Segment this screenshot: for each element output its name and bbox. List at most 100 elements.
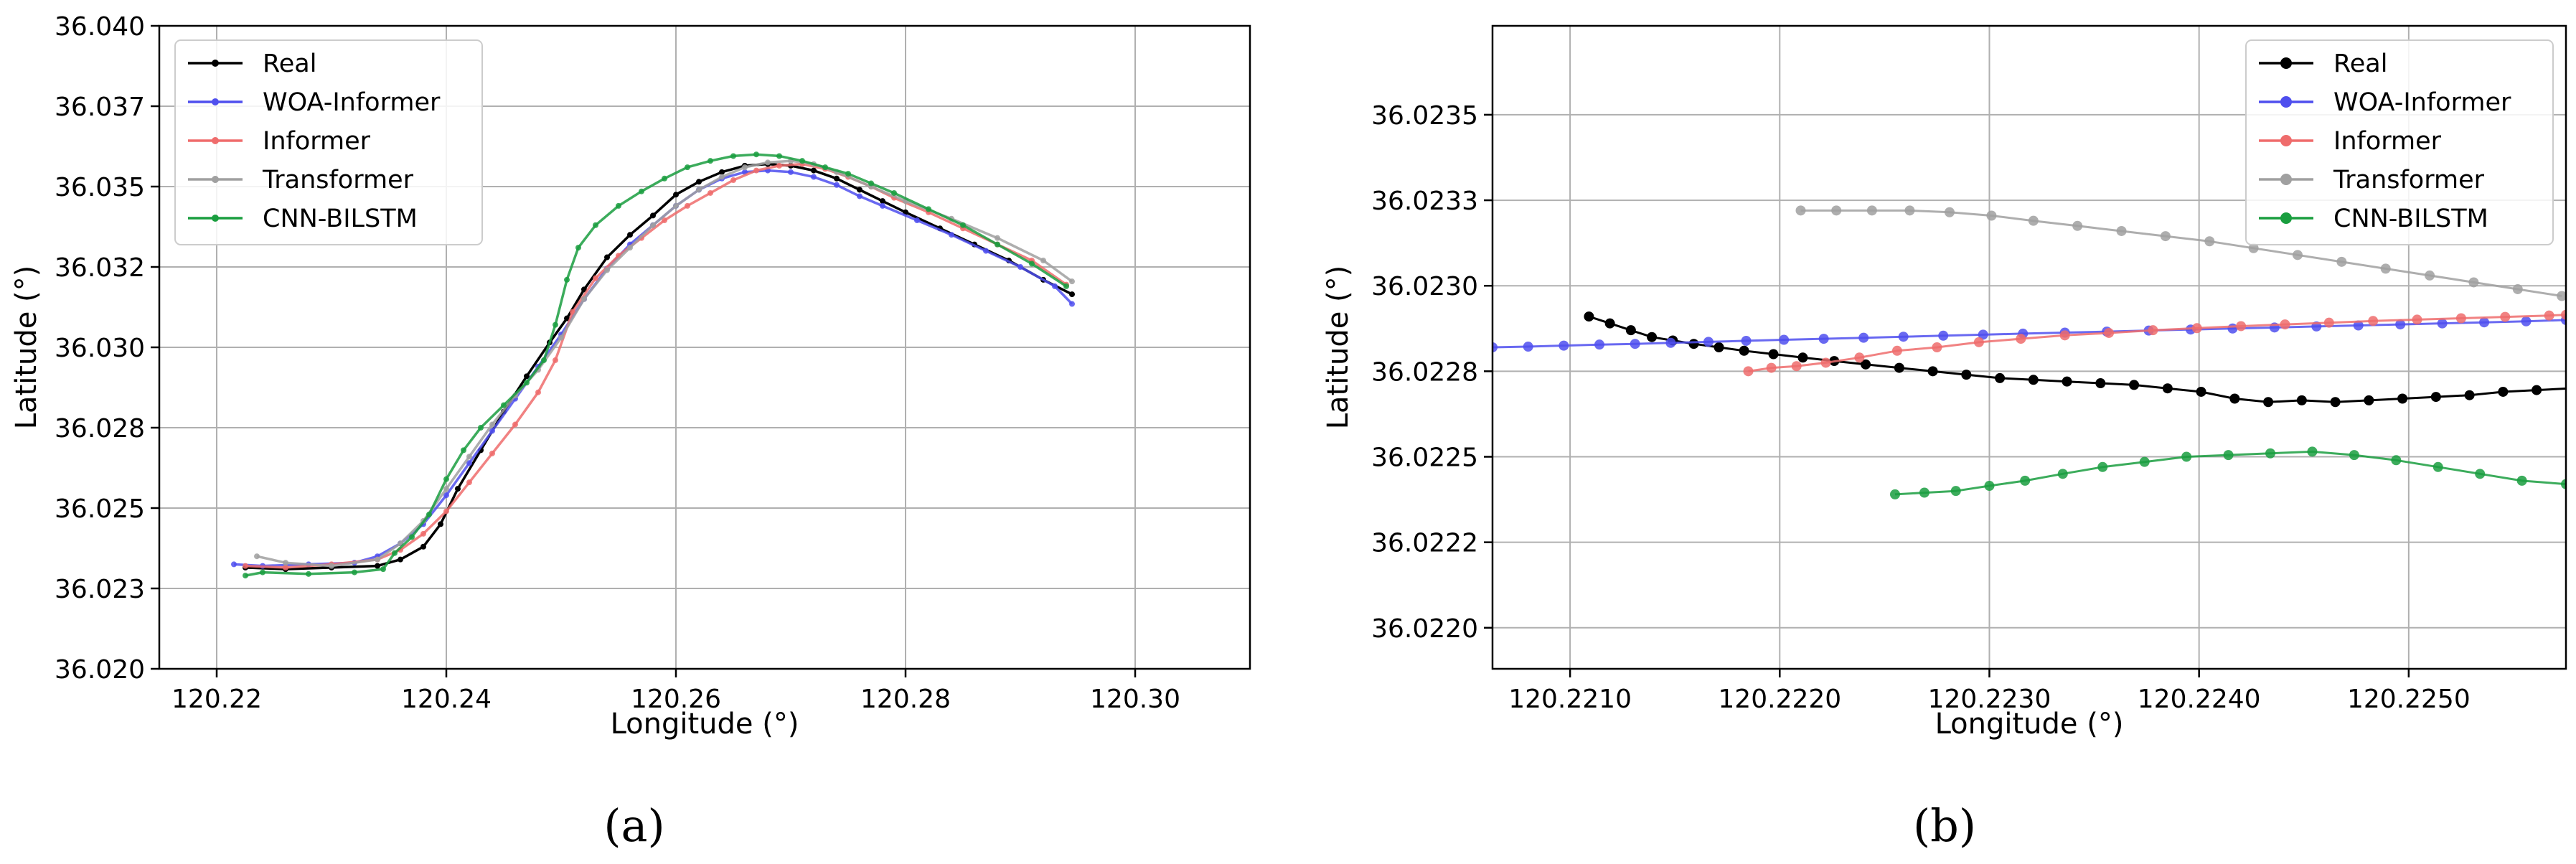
- data-point: [570, 309, 575, 315]
- data-point: [1063, 283, 1069, 289]
- data-point: [2532, 385, 2542, 395]
- y-tick-label: 36.023: [55, 575, 145, 604]
- series-group-a: [231, 151, 1075, 579]
- data-point: [696, 187, 702, 193]
- data-point: [2561, 309, 2566, 320]
- data-point: [2516, 475, 2527, 486]
- data-point: [822, 164, 828, 171]
- data-point: [1040, 258, 1046, 264]
- data-point: [1866, 205, 1877, 216]
- x-axis-label-a: Longitude (°): [611, 708, 799, 741]
- legend-swatch-marker: [212, 60, 219, 67]
- data-point: [2368, 316, 2379, 327]
- data-point: [1831, 205, 1842, 216]
- data-point: [2196, 386, 2206, 397]
- data-point: [868, 180, 874, 187]
- data-point: [604, 254, 610, 260]
- series-real: [1584, 311, 2566, 408]
- legend-label: CNN-BILSTM: [2333, 205, 2488, 233]
- data-point: [1647, 332, 1658, 342]
- data-point: [553, 321, 558, 328]
- data-point: [811, 167, 817, 174]
- data-point: [1904, 205, 1915, 216]
- data-point: [1739, 345, 1749, 356]
- legend-item-transformer: Transformer: [188, 166, 414, 194]
- data-point: [564, 315, 570, 321]
- data-point: [2323, 317, 2334, 328]
- legend-item-real: Real: [188, 50, 316, 78]
- data-point: [2498, 386, 2509, 397]
- data-point: [1927, 366, 1938, 377]
- data-point: [1795, 205, 1806, 216]
- data-point: [1665, 337, 1676, 348]
- data-point: [438, 521, 443, 527]
- data-point: [1995, 372, 2006, 383]
- data-point: [1854, 352, 1865, 363]
- legend-label: Real: [2333, 50, 2387, 78]
- data-point: [926, 206, 931, 212]
- legend-swatch-marker: [212, 137, 219, 144]
- plot-frame-b: [1491, 24, 2567, 670]
- data-point: [1069, 278, 1075, 285]
- data-point: [553, 357, 558, 363]
- y-axis-label-a: Latitude (°): [10, 266, 43, 430]
- legend-b: Real WOA-Informer Informer Transformer CNN-B…: [2245, 39, 2554, 245]
- series-line-cnn-bilstm: [1894, 450, 2566, 496]
- panel-label-a: (a): [603, 799, 664, 852]
- panel-label-b: (b): [1913, 799, 1976, 852]
- legend-label: Informer: [2333, 127, 2442, 156]
- x-ticks-b: 120.2210 120.2220 120.2230 120.2240 120.2250: [1508, 669, 2471, 714]
- data-point: [1950, 486, 1961, 497]
- data-point: [2380, 263, 2391, 274]
- y-tick-label: 36.0230: [1371, 272, 1478, 301]
- data-point: [455, 486, 461, 492]
- data-point: [2479, 317, 2490, 328]
- data-point: [1861, 359, 1871, 370]
- data-point: [1766, 362, 1777, 373]
- x-tick-label: 120.2210: [1508, 685, 1632, 714]
- data-point: [891, 189, 897, 196]
- data-point: [2464, 390, 2475, 400]
- data-point: [1741, 335, 1752, 346]
- data-point: [2349, 450, 2359, 461]
- data-point: [949, 232, 954, 238]
- legend-swatch-marker: [2280, 96, 2292, 108]
- data-point: [593, 222, 598, 228]
- data-point: [443, 492, 449, 499]
- data-point: [1630, 339, 1640, 349]
- data-point: [1523, 342, 1533, 352]
- legend-item-cnn-bilstm: CNN-BILSTM: [188, 205, 418, 233]
- data-point: [2104, 327, 2115, 338]
- data-point: [857, 193, 862, 199]
- data-point: [443, 508, 449, 515]
- x-tick-label: 120.22: [171, 685, 262, 714]
- data-point: [1938, 330, 1949, 341]
- data-point: [2265, 448, 2276, 459]
- series-group-b: [1493, 205, 2566, 499]
- data-point: [443, 486, 449, 492]
- data-point: [880, 198, 885, 205]
- y-axis-label-b: Latitude (°): [1322, 266, 1355, 430]
- series-line-real: [1588, 315, 2566, 403]
- legend-frame-a: [174, 39, 483, 245]
- data-point: [243, 573, 248, 579]
- data-point: [1791, 361, 1802, 372]
- data-point: [461, 447, 466, 454]
- data-point: [2293, 250, 2303, 260]
- series-cnn-bilstm: [1890, 446, 2566, 499]
- data-point: [398, 556, 403, 563]
- y-tick-label: 36.020: [55, 655, 145, 685]
- data-point: [788, 169, 794, 175]
- data-point: [616, 202, 621, 209]
- legend-swatch-marker: [2280, 174, 2292, 185]
- legend-item-cnn-bilstm: CNN-BILSTM: [2259, 205, 2488, 233]
- data-point: [696, 179, 702, 185]
- data-point: [254, 553, 260, 560]
- data-point: [776, 162, 782, 169]
- chart-panel-a: 120.22 120.24 120.26 120.28 120.30 36.02036.…: [10, 12, 1251, 852]
- data-point: [604, 267, 610, 273]
- data-point: [960, 222, 966, 228]
- data-point: [2395, 319, 2406, 330]
- data-point: [2263, 397, 2274, 408]
- legend-a: Real WOA-Informer Informer Transformer CNN-B…: [174, 39, 483, 245]
